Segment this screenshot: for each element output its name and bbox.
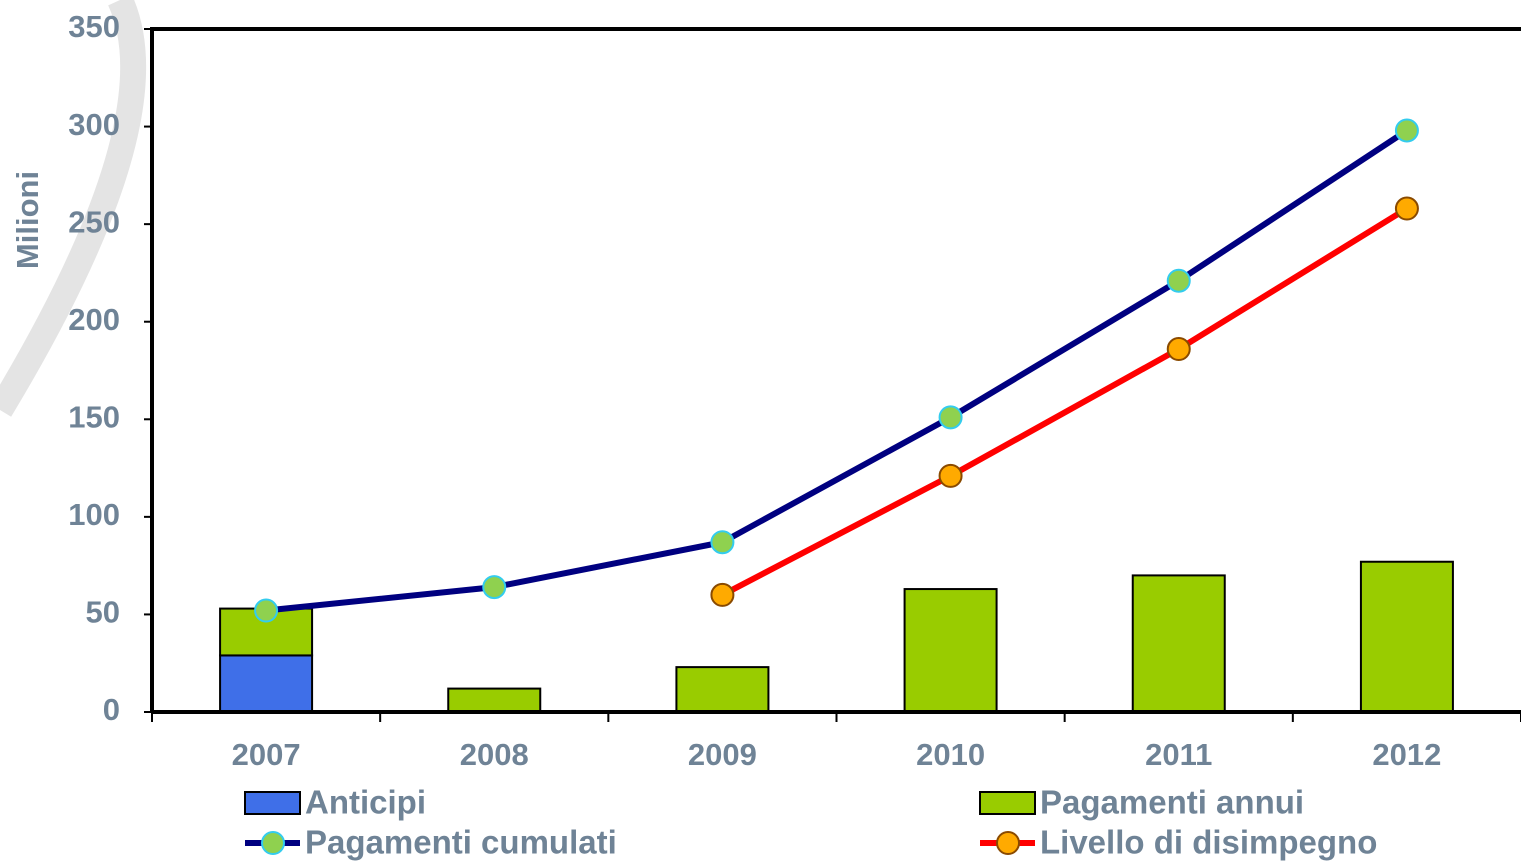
x-tick-label: 2009 bbox=[688, 737, 757, 772]
marker bbox=[938, 405, 963, 430]
marker bbox=[1166, 268, 1191, 293]
legend-swatch bbox=[244, 791, 301, 815]
y-tick-label: 100 bbox=[68, 497, 120, 532]
line bbox=[721, 205, 1409, 598]
x-tick-label: 2008 bbox=[460, 737, 529, 772]
y-tick-label: 250 bbox=[68, 204, 120, 239]
legend-label: Livello di disimpegno bbox=[1040, 824, 1377, 861]
x-tick-label: 2011 bbox=[1145, 737, 1212, 772]
x-tick-label: 2010 bbox=[916, 737, 985, 772]
legend-label: Pagamenti annui bbox=[1040, 784, 1304, 821]
bar bbox=[675, 666, 770, 713]
marker bbox=[1394, 118, 1419, 143]
legend-marker bbox=[261, 831, 285, 855]
legend-marker bbox=[996, 831, 1020, 855]
y-tick-label: 200 bbox=[68, 302, 120, 337]
x-tick-label: 2007 bbox=[232, 737, 301, 772]
y-axis-label: Milioni bbox=[10, 171, 45, 269]
logo-arc bbox=[0, 0, 147, 417]
marker bbox=[710, 530, 735, 555]
y-tick-label: 0 bbox=[103, 692, 120, 727]
y-tick-label: 350 bbox=[68, 9, 120, 44]
line bbox=[265, 127, 1409, 614]
marker bbox=[482, 575, 507, 600]
bar bbox=[219, 654, 314, 713]
y-tick-label: 50 bbox=[86, 595, 120, 630]
bar bbox=[1359, 560, 1454, 713]
bar bbox=[903, 588, 998, 713]
legend-label: Anticipi bbox=[305, 784, 426, 821]
marker bbox=[254, 598, 279, 623]
legend-label: Pagamenti cumulati bbox=[305, 824, 617, 861]
bar bbox=[447, 687, 542, 714]
marker bbox=[1166, 337, 1191, 362]
bar bbox=[1131, 574, 1226, 714]
marker bbox=[938, 463, 963, 488]
x-tick-label: 2012 bbox=[1372, 737, 1441, 772]
marker bbox=[710, 582, 735, 607]
marker bbox=[1394, 196, 1419, 221]
y-tick-label: 300 bbox=[68, 107, 120, 142]
legend-swatch bbox=[979, 791, 1036, 815]
y-tick-label: 150 bbox=[68, 399, 120, 434]
